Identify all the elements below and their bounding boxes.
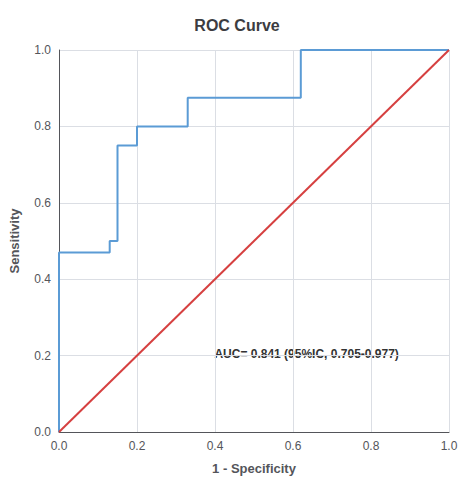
svg-text:0.0: 0.0 bbox=[34, 425, 51, 439]
svg-text:ROC Curve: ROC Curve bbox=[194, 17, 279, 34]
svg-text:0.4: 0.4 bbox=[34, 272, 51, 286]
svg-text:AUC= 0.841 (95%IC, 0.705-0.977: AUC= 0.841 (95%IC, 0.705-0.977) bbox=[214, 347, 399, 361]
svg-text:0.2: 0.2 bbox=[129, 439, 146, 453]
svg-text:0.0: 0.0 bbox=[51, 439, 68, 453]
svg-text:0.8: 0.8 bbox=[363, 439, 380, 453]
svg-text:0.8: 0.8 bbox=[34, 119, 51, 133]
svg-text:0.6: 0.6 bbox=[34, 196, 51, 210]
svg-text:1 - Specificity: 1 - Specificity bbox=[212, 461, 297, 476]
svg-text:1.0: 1.0 bbox=[441, 439, 458, 453]
svg-text:0.2: 0.2 bbox=[34, 349, 51, 363]
svg-text:0.4: 0.4 bbox=[207, 439, 224, 453]
svg-text:Sensitivity: Sensitivity bbox=[7, 208, 22, 274]
svg-text:0.6: 0.6 bbox=[285, 439, 302, 453]
svg-text:1.0: 1.0 bbox=[34, 43, 51, 57]
